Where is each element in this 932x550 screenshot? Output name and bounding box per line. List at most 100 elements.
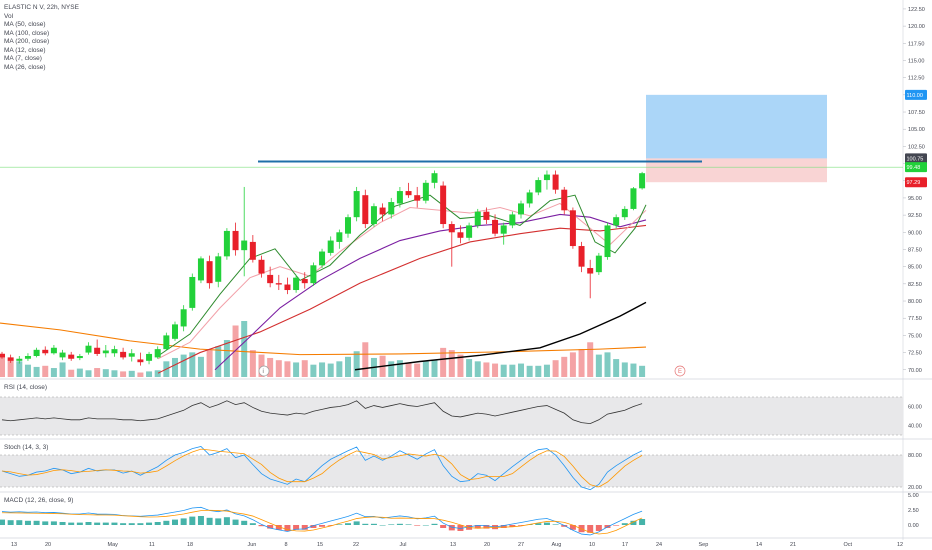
macd-signal-line <box>1 509 643 535</box>
ma26-line <box>214 213 647 371</box>
macd-histogram-bar <box>509 525 516 527</box>
macd-histogram-bar <box>414 525 421 526</box>
volume-bar <box>319 362 326 377</box>
volume-bar <box>535 365 542 377</box>
volume-bar <box>474 361 481 377</box>
volume-bar <box>336 361 343 377</box>
macd-histogram-bar <box>59 522 66 525</box>
candle-body <box>483 211 490 220</box>
macd-histogram-bar <box>189 516 196 525</box>
time-axis-tick-label: 13 <box>11 542 17 548</box>
price-axis-tick-label: 105.00 <box>908 127 925 133</box>
candle-body <box>68 354 75 359</box>
volume-bar <box>543 364 550 377</box>
volume-bar <box>353 351 360 377</box>
candle-body <box>414 195 421 201</box>
candle-body <box>197 258 204 281</box>
time-axis-tick-label: 10 <box>589 542 595 548</box>
volume-bar <box>241 321 248 377</box>
candle-body <box>345 217 351 234</box>
candle-body <box>310 265 317 284</box>
volume-bar <box>293 362 300 377</box>
candle-body <box>543 174 550 181</box>
time-axis-tick-label: 8 <box>285 542 288 548</box>
macd-histogram-bar <box>569 525 576 530</box>
candle-body <box>440 185 447 225</box>
candle-body <box>362 195 369 225</box>
macd-histogram-bar <box>595 525 602 531</box>
candle-body <box>94 347 101 354</box>
macd-histogram-bar <box>267 525 274 529</box>
price-axis-tick-label: 112.50 <box>908 76 924 82</box>
price-axis-tick-label: 87.50 <box>908 247 922 253</box>
indicator-ma200[interactable]: MA (200, close) <box>4 38 50 45</box>
indicator-vol[interactable]: Vol <box>4 12 14 20</box>
volume-bar <box>267 357 274 377</box>
time-axis-tick-label: Jun <box>248 542 257 548</box>
candle-body <box>163 335 170 350</box>
indicator-ma50[interactable]: MA (50, close) <box>4 21 46 28</box>
candle-body <box>336 232 343 242</box>
time-axis-tick-label: 24 <box>656 542 662 548</box>
time-axis-tick-label: Jul <box>400 542 407 548</box>
candle-body <box>492 219 499 234</box>
macd-axis-tick-label: 2.50 <box>908 508 919 514</box>
macd-histogram-bar <box>535 523 542 525</box>
macd-histogram-bar <box>258 525 265 527</box>
indicator-ma100[interactable]: MA (100, close) <box>4 29 50 37</box>
stoch-pane-label[interactable]: Stoch (14, 3, 3) <box>4 444 49 451</box>
candle-body <box>396 191 403 204</box>
macd-histogram-bar <box>353 521 360 525</box>
volume-bar <box>526 365 533 377</box>
macd-histogram-bar <box>301 525 308 530</box>
macd-histogram-bar <box>613 525 620 526</box>
volume-bar <box>388 361 395 377</box>
volume-bar <box>120 371 127 377</box>
volume-bar <box>466 359 473 377</box>
time-axis-tick-label: 11 <box>149 542 155 548</box>
candle-body <box>172 324 178 339</box>
macd-histogram-bar <box>172 519 178 525</box>
candle-body <box>189 276 196 308</box>
macd-histogram-bar <box>457 525 464 531</box>
volume-bar <box>552 360 559 377</box>
stoch-axis-tick-label: 20.00 <box>908 485 922 491</box>
macd-histogram-bar <box>215 518 222 525</box>
volume-bar <box>215 346 222 377</box>
candle-body <box>7 357 14 361</box>
volume-bar <box>492 363 499 377</box>
candle-body <box>154 349 161 358</box>
candle-body <box>319 251 326 266</box>
volume-bar <box>59 362 66 377</box>
candle-body <box>518 203 524 215</box>
candle-body <box>578 246 585 267</box>
volume-bar <box>604 352 611 377</box>
rsi-pane-label[interactable]: RSI (14, close) <box>4 384 47 391</box>
candle-body <box>569 210 576 247</box>
time-axis-tick-label: 22 <box>353 542 359 548</box>
indicator-ma7[interactable]: MA (7, close) <box>4 55 42 62</box>
symbol-title[interactable]: ELASTIC N V, 22h, NYSE <box>4 4 79 11</box>
candle-body <box>85 345 92 353</box>
candle-body <box>293 277 300 291</box>
indicator-ma26[interactable]: MA (26, close) <box>4 63 46 71</box>
volume-bar <box>154 370 161 377</box>
macd-histogram-bar <box>587 525 594 533</box>
price-axis-tick-label: 85.00 <box>908 265 922 271</box>
candle-body <box>595 255 602 273</box>
indicator-ma12[interactable]: MA (12, close) <box>4 46 46 54</box>
event-marker-glyph: E <box>678 369 682 375</box>
stop-zone-box <box>646 158 827 183</box>
macd-histogram-bar <box>7 520 14 525</box>
macd-histogram-bar <box>543 522 550 525</box>
macd-pane-label[interactable]: MACD (12, 26, close, 9) <box>4 497 74 504</box>
macd-histogram-bar <box>319 525 326 527</box>
candle-body <box>16 358 23 361</box>
time-axis-tick-label: 12 <box>897 542 903 548</box>
volume-bar <box>613 359 620 377</box>
entry-price-label: 100.75 <box>907 156 924 162</box>
volume-bar <box>76 368 83 377</box>
candle-body <box>353 191 360 218</box>
